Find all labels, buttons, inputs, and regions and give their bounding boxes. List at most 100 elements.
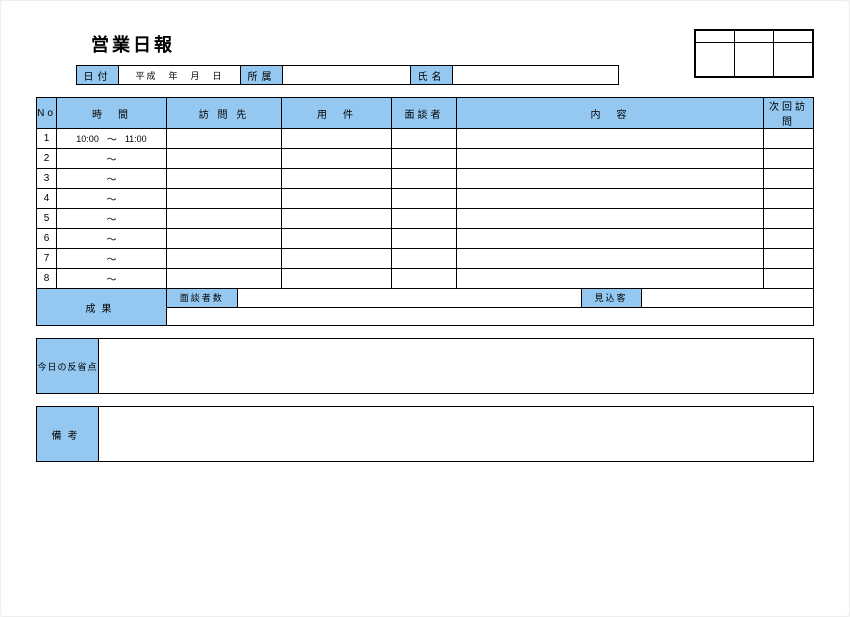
cell-visit[interactable]	[167, 129, 282, 149]
cell-person[interactable]	[392, 129, 457, 149]
cell-time[interactable]: ～	[57, 229, 167, 249]
cell-person[interactable]	[392, 189, 457, 209]
cell-time[interactable]: ～	[57, 249, 167, 269]
cell-time[interactable]: ～	[57, 149, 167, 169]
cell-next[interactable]	[764, 269, 814, 289]
dept-value[interactable]	[283, 66, 411, 84]
cell-no: 6	[37, 229, 57, 249]
prospect-label: 見込客	[581, 289, 641, 307]
date-label: 日付	[77, 66, 119, 84]
cell-visit[interactable]	[167, 249, 282, 269]
paper-frame: 営業日報 日付 平成 年 月 日 所属 氏名 No 時 間 訪 問 先 用 件 …	[0, 0, 850, 617]
cell-next[interactable]	[764, 149, 814, 169]
time-separator: ～	[107, 251, 117, 266]
cell-person[interactable]	[392, 249, 457, 269]
table-row: 5～	[37, 209, 814, 229]
table-row: 7～	[37, 249, 814, 269]
cell-time[interactable]: ～	[57, 169, 167, 189]
reflection-value[interactable]	[99, 339, 813, 393]
cell-next[interactable]	[764, 249, 814, 269]
name-value[interactable]	[453, 66, 618, 84]
date-value[interactable]: 平成 年 月 日	[119, 66, 241, 84]
cell-person[interactable]	[392, 269, 457, 289]
cell-content[interactable]	[457, 209, 764, 229]
cell-next[interactable]	[764, 129, 814, 149]
time-separator: ～	[107, 271, 117, 286]
cell-time[interactable]: 10:00 ～ 11:00	[57, 129, 167, 149]
reflection-label: 今日の反省点	[37, 339, 99, 393]
cell-purpose[interactable]	[282, 189, 392, 209]
cell-purpose[interactable]	[282, 129, 392, 149]
cell-person[interactable]	[392, 169, 457, 189]
page-title: 営業日報	[91, 31, 175, 57]
cell-content[interactable]	[457, 189, 764, 209]
cell-purpose[interactable]	[282, 249, 392, 269]
cell-person[interactable]	[392, 209, 457, 229]
cell-no: 7	[37, 249, 57, 269]
time-separator: ～	[107, 131, 117, 146]
table-row: 6～	[37, 229, 814, 249]
cell-content[interactable]	[457, 149, 764, 169]
prospect-value[interactable]	[641, 289, 813, 307]
cell-next[interactable]	[764, 229, 814, 249]
cell-visit[interactable]	[167, 169, 282, 189]
document: 営業日報 日付 平成 年 月 日 所属 氏名 No 時 間 訪 問 先 用 件 …	[36, 31, 814, 462]
table-row: 4～	[37, 189, 814, 209]
cell-person[interactable]	[392, 149, 457, 169]
cell-next[interactable]	[764, 169, 814, 189]
cell-visit[interactable]	[167, 189, 282, 209]
name-label: 氏名	[411, 66, 453, 84]
col-visit: 訪 問 先	[167, 98, 282, 129]
col-next: 次回訪問	[764, 98, 814, 129]
cell-visit[interactable]	[167, 229, 282, 249]
cell-no: 1	[37, 129, 57, 149]
remarks-section: 備考	[36, 406, 814, 462]
results-label: 成果	[37, 289, 167, 326]
col-time: 時 間	[57, 98, 167, 129]
table-row: 1 10:00 ～ 11:00	[37, 129, 814, 149]
time-from[interactable]: 10:00	[76, 134, 99, 144]
cell-no: 8	[37, 269, 57, 289]
cell-content[interactable]	[457, 249, 764, 269]
col-no: No	[37, 98, 57, 129]
table-row: 2～	[37, 149, 814, 169]
remarks-label: 備考	[37, 407, 99, 461]
cell-time[interactable]: ～	[57, 189, 167, 209]
cell-content[interactable]	[457, 169, 764, 189]
dept-label: 所属	[241, 66, 283, 84]
cell-visit[interactable]	[167, 269, 282, 289]
table-row: 3～	[37, 169, 814, 189]
cell-content[interactable]	[457, 129, 764, 149]
remarks-value[interactable]	[99, 407, 813, 461]
cell-next[interactable]	[764, 189, 814, 209]
time-separator: ～	[107, 151, 117, 166]
cell-time[interactable]: ～	[57, 269, 167, 289]
time-separator: ～	[107, 231, 117, 246]
table-row: 8～	[37, 269, 814, 289]
cell-visit[interactable]	[167, 209, 282, 229]
cell-next[interactable]	[764, 209, 814, 229]
cell-purpose[interactable]	[282, 229, 392, 249]
visit-table: No 時 間 訪 問 先 用 件 面談者 内 容 次回訪問 110:00～11:…	[36, 97, 814, 326]
cell-purpose[interactable]	[282, 209, 392, 229]
interview-count-label: 面談者数	[167, 289, 237, 307]
cell-no: 2	[37, 149, 57, 169]
time-to[interactable]: 11:00	[125, 134, 147, 144]
cell-purpose[interactable]	[282, 149, 392, 169]
reflection-section: 今日の反省点	[36, 338, 814, 394]
cell-purpose[interactable]	[282, 169, 392, 189]
cell-content[interactable]	[457, 269, 764, 289]
approval-stamp-box	[694, 29, 814, 78]
col-person: 面談者	[392, 98, 457, 129]
results-extra-value[interactable]	[167, 307, 813, 325]
cell-no: 4	[37, 189, 57, 209]
cell-time[interactable]: ～	[57, 209, 167, 229]
cell-purpose[interactable]	[282, 269, 392, 289]
cell-no: 5	[37, 209, 57, 229]
cell-no: 3	[37, 169, 57, 189]
info-bar: 日付 平成 年 月 日 所属 氏名	[76, 65, 619, 85]
cell-visit[interactable]	[167, 149, 282, 169]
cell-content[interactable]	[457, 229, 764, 249]
cell-person[interactable]	[392, 229, 457, 249]
interview-count-value[interactable]	[237, 289, 581, 307]
